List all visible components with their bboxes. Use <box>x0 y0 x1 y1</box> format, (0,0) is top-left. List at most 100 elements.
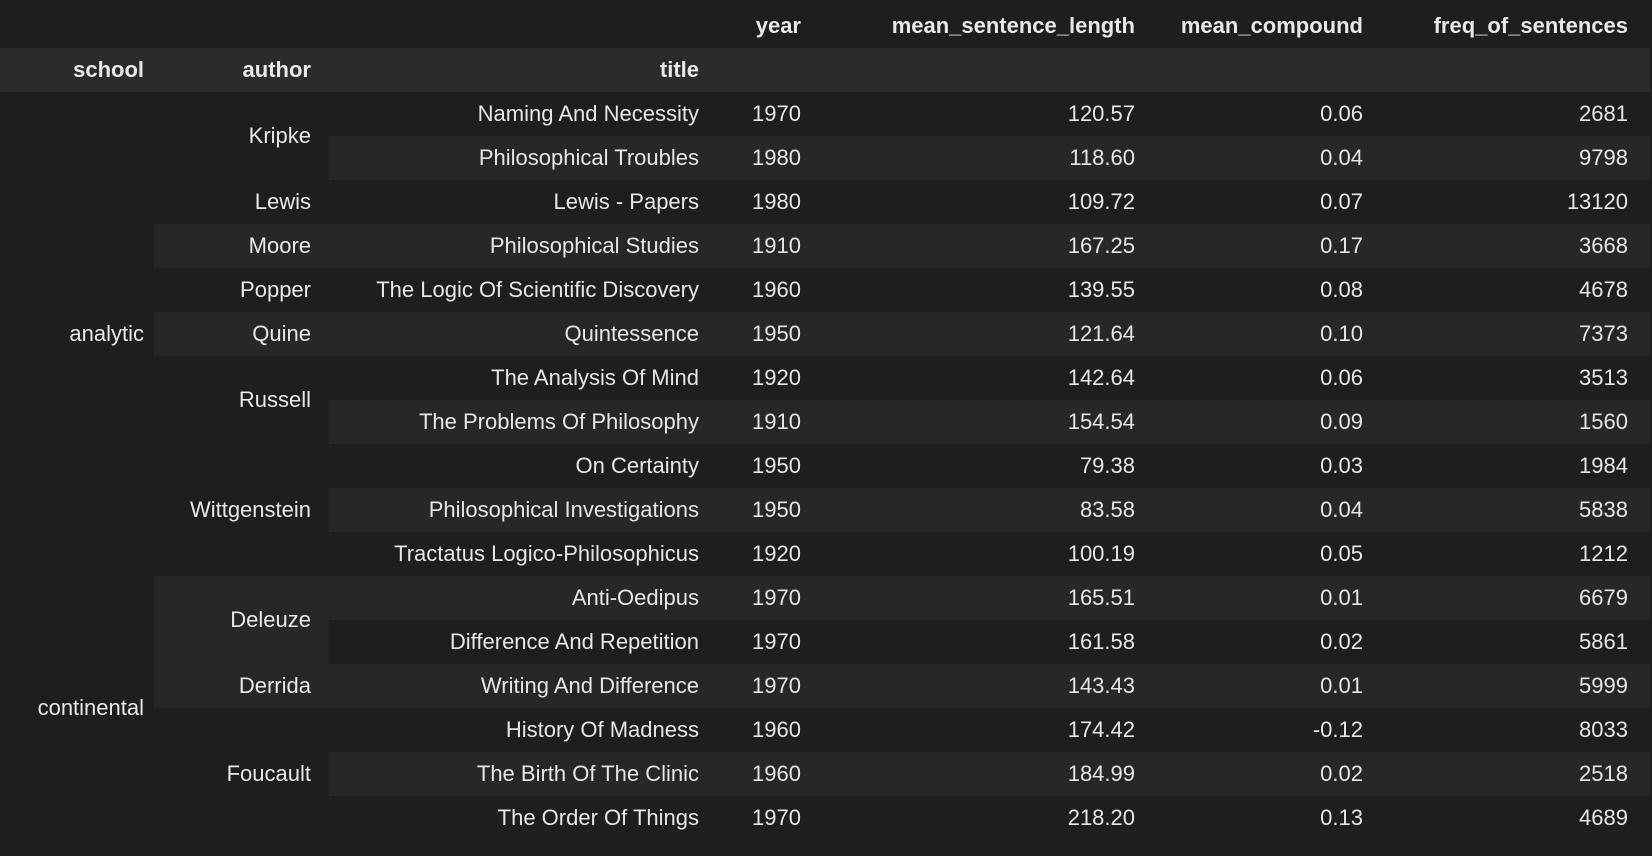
cell-mean-compound: 0.04 <box>1151 488 1379 532</box>
cell-mean-sentence-length: 174.42 <box>817 708 1151 752</box>
cell-mean-compound: 0.04 <box>1151 136 1379 180</box>
cell-freq-of-sentences: 3668 <box>1379 224 1650 268</box>
cell-freq-of-sentences: 7373 <box>1379 312 1650 356</box>
cell-freq-of-sentences: 3513 <box>1379 356 1650 400</box>
index-school-cell: analytic <box>69 321 144 346</box>
cell-mean-sentence-length: 121.64 <box>817 312 1151 356</box>
dataframe-table: year mean_sentence_length mean_compound … <box>0 4 1650 840</box>
table-row: Quine Quintessence 1950 121.64 0.10 7373 <box>0 312 1650 356</box>
header-blank <box>154 4 329 48</box>
cell-mean-sentence-length: 79.38 <box>817 444 1151 488</box>
cell-mean-sentence-length: 100.19 <box>817 532 1151 576</box>
header-blank <box>1151 48 1379 92</box>
index-author-cell: Kripke <box>154 92 329 180</box>
cell-freq-of-sentences: 9798 <box>1379 136 1650 180</box>
cell-freq-of-sentences: 1984 <box>1379 444 1650 488</box>
column-header-mean-sentence-length: mean_sentence_length <box>817 4 1151 48</box>
header-blank <box>715 48 817 92</box>
cell-mean-compound: 0.01 <box>1151 664 1379 708</box>
index-author-cell: Deleuze <box>154 576 329 664</box>
cell-freq-of-sentences: 4678 <box>1379 268 1650 312</box>
table-row: The Problems Of Philosophy 1910 154.54 0.09… <box>0 400 1650 444</box>
index-title-cell: Philosophical Investigations <box>329 488 715 532</box>
cell-mean-compound: 0.17 <box>1151 224 1379 268</box>
index-title-cell: Difference And Repetition <box>329 620 715 664</box>
table-row: Lewis Lewis - Papers 1980 109.72 0.07 13120 <box>0 180 1650 224</box>
index-title-cell: Naming And Necessity <box>329 92 715 136</box>
cell-mean-sentence-length: 143.43 <box>817 664 1151 708</box>
column-header-year: year <box>715 4 817 48</box>
cell-year: 1910 <box>715 400 817 444</box>
cell-year: 1950 <box>715 488 817 532</box>
index-title-cell: On Certainty <box>329 444 715 488</box>
cell-mean-compound: 0.05 <box>1151 532 1379 576</box>
index-title-cell: Tractatus Logico-Philosophicus <box>329 532 715 576</box>
cell-mean-sentence-length: 167.25 <box>817 224 1151 268</box>
index-title-cell: The Birth Of The Clinic <box>329 752 715 796</box>
cell-year: 1970 <box>715 576 817 620</box>
index-author-cell: Wittgenstein <box>154 444 329 576</box>
header-blank <box>1379 48 1650 92</box>
cell-year: 1970 <box>715 620 817 664</box>
cell-freq-of-sentences: 1560 <box>1379 400 1650 444</box>
cell-mean-sentence-length: 142.64 <box>817 356 1151 400</box>
index-title-cell: The Problems Of Philosophy <box>329 400 715 444</box>
table-row: Popper The Logic Of Scientific Discovery 1… <box>0 268 1650 312</box>
cell-year: 1960 <box>715 708 817 752</box>
cell-mean-compound: 0.02 <box>1151 620 1379 664</box>
header-blank <box>329 4 715 48</box>
cell-mean-compound: 0.06 <box>1151 356 1379 400</box>
header-blank <box>817 48 1151 92</box>
column-header-row: year mean_sentence_length mean_compound … <box>0 4 1650 48</box>
cell-year: 1980 <box>715 180 817 224</box>
table-row: Foucault History Of Madness 1960 174.42 -0.1… <box>0 708 1650 840</box>
cell-freq-of-sentences: 6679 <box>1379 576 1650 620</box>
cell-mean-compound: 0.01 <box>1151 576 1379 620</box>
index-author-cell: Derrida <box>154 664 329 708</box>
index-title-cell: Lewis - Papers <box>329 180 715 224</box>
cell-mean-sentence-length: 83.58 <box>817 488 1151 532</box>
column-header-freq-of-sentences: freq_of_sentences <box>1379 4 1650 48</box>
cell-year: 1960 <box>715 752 817 796</box>
table-row: Moore Philosophical Studies 1910 167.25 0.17… <box>0 224 1650 268</box>
cell-year: 1970 <box>715 664 817 708</box>
cell-year: 1950 <box>715 444 817 488</box>
index-header-row: school author title <box>0 48 1650 92</box>
cell-mean-sentence-length: 118.60 <box>817 136 1151 180</box>
cell-mean-sentence-length: 139.55 <box>817 268 1151 312</box>
table-row: The Order Of Things 1970 218.20 0.13 4689 <box>0 796 1650 840</box>
cell-year: 1970 <box>715 796 817 840</box>
cell-mean-compound: 0.09 <box>1151 400 1379 444</box>
index-title-cell: Philosophical Troubles <box>329 136 715 180</box>
cell-mean-sentence-length: 154.54 <box>817 400 1151 444</box>
cell-mean-sentence-length: 109.72 <box>817 180 1151 224</box>
cell-mean-sentence-length: 218.20 <box>817 796 1151 840</box>
cell-mean-compound: 0.03 <box>1151 444 1379 488</box>
table-row: Wittgenstein On Certainty 1950 79.38 0.03 198… <box>0 444 1650 576</box>
cell-mean-compound: 0.06 <box>1151 92 1379 136</box>
cell-mean-sentence-length: 184.99 <box>817 752 1151 796</box>
cell-freq-of-sentences: 1212 <box>1379 532 1650 576</box>
index-author-cell: Moore <box>154 224 329 268</box>
cell-year: 1920 <box>715 356 817 400</box>
table-row: analytic Kripke Naming And Necessity 1970 12… <box>0 92 1650 346</box>
cell-year: 1960 <box>715 268 817 312</box>
cell-year: 1920 <box>715 532 817 576</box>
index-title-cell: Anti-Oedipus <box>329 576 715 620</box>
table-body: analytic Kripke Naming And Necessity 1970 12… <box>0 92 1650 840</box>
index-author-cell: Foucault <box>154 708 329 840</box>
index-header-author: author <box>154 48 329 92</box>
cell-freq-of-sentences: 13120 <box>1379 180 1650 224</box>
cell-freq-of-sentences: 2518 <box>1379 752 1650 796</box>
index-title-cell: The Logic Of Scientific Discovery <box>329 268 715 312</box>
index-header-school: school <box>0 48 154 92</box>
index-title-cell: The Analysis Of Mind <box>329 356 715 400</box>
table-row: Difference And Repetition 1970 161.58 0.02 5… <box>0 620 1650 664</box>
cell-freq-of-sentences: 2681 <box>1379 92 1650 136</box>
cell-mean-compound: -0.12 <box>1151 708 1379 752</box>
table-row: continental Deleuze Anti-Oedipus 1970 165.51… <box>0 576 1650 720</box>
cell-freq-of-sentences: 4689 <box>1379 796 1650 840</box>
cell-mean-compound: 0.08 <box>1151 268 1379 312</box>
table-row: The Birth Of The Clinic 1960 184.99 0.02 251… <box>0 752 1650 796</box>
